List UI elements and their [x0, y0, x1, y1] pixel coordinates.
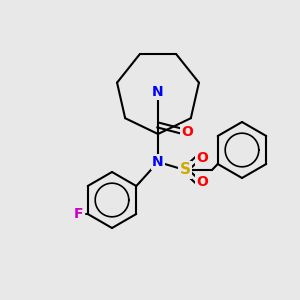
Text: N: N — [152, 155, 164, 169]
Text: F: F — [74, 207, 83, 221]
Text: O: O — [196, 175, 208, 189]
Text: O: O — [196, 151, 208, 165]
Text: S: S — [179, 163, 191, 178]
Text: O: O — [181, 125, 193, 139]
Text: N: N — [152, 85, 164, 99]
